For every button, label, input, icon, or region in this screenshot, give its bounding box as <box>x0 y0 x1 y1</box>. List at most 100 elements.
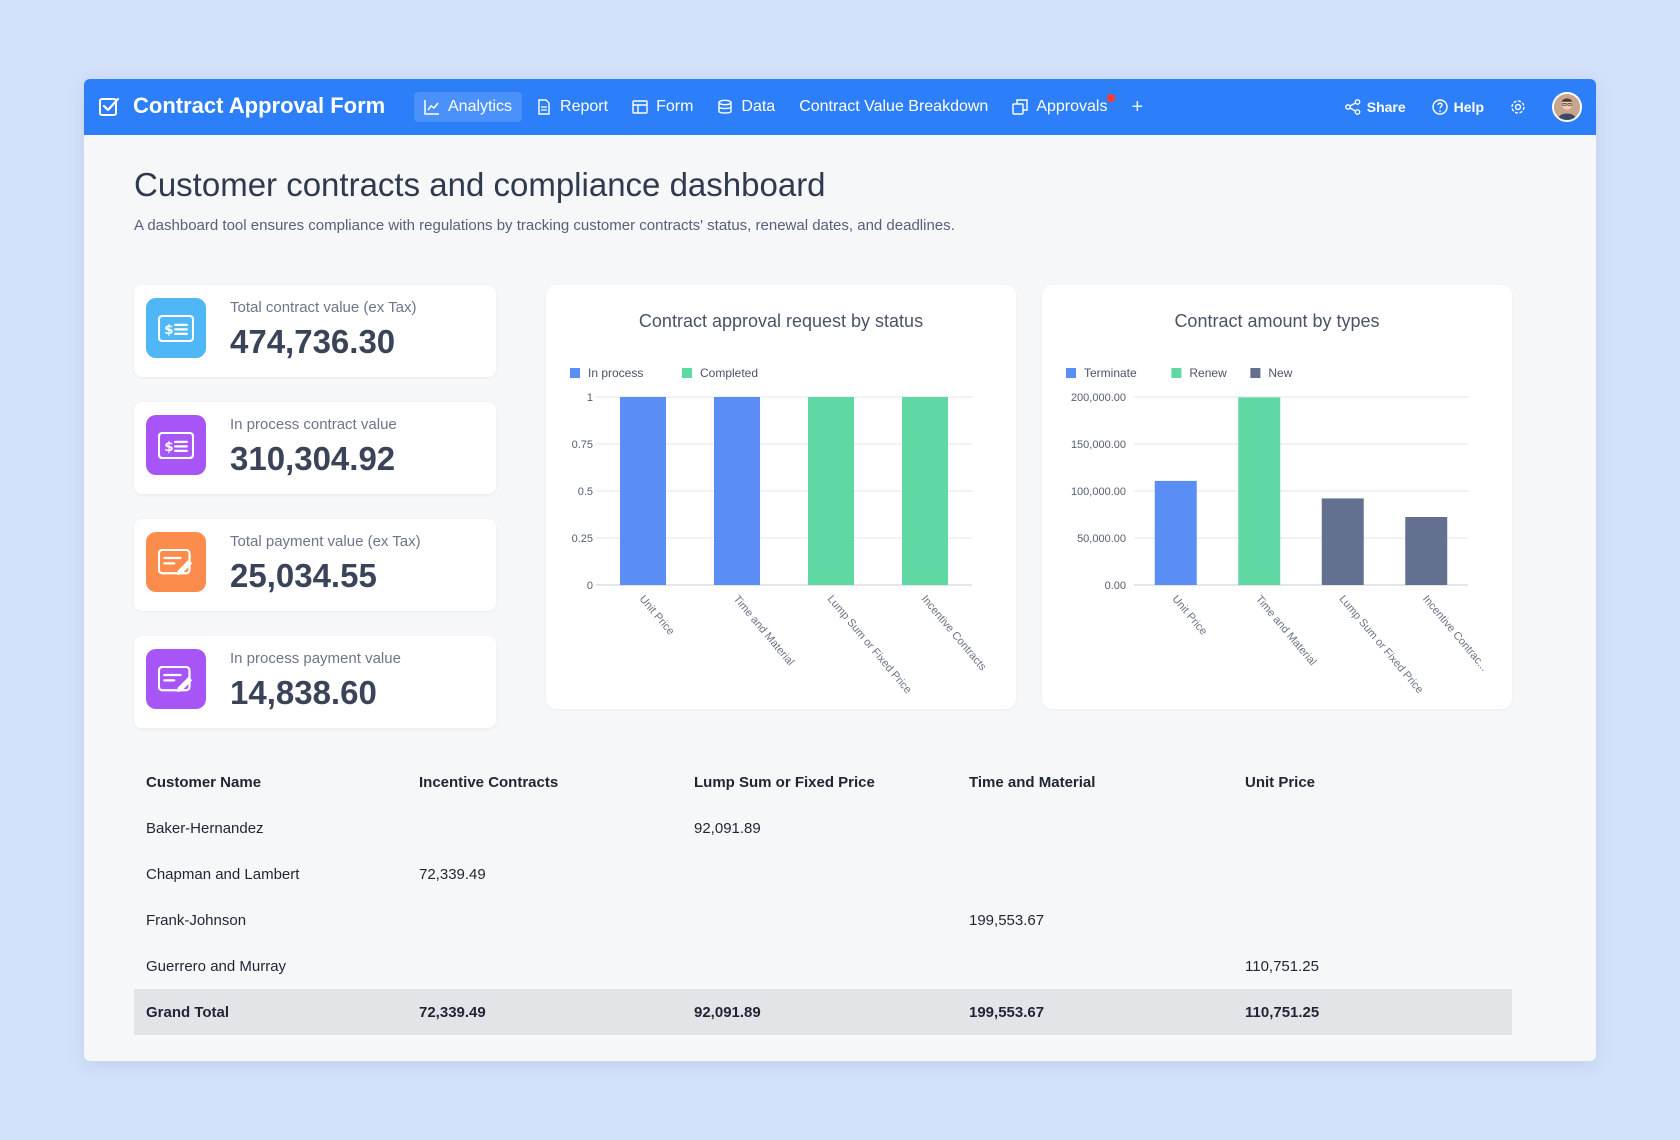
tab-form[interactable]: Form <box>622 92 703 122</box>
column-header[interactable]: Time and Material <box>969 773 1096 791</box>
table-cell: 92,091.89 <box>694 819 761 837</box>
tab-label: Data <box>741 98 776 115</box>
top-navigation-bar: Contract Approval Form Analytics Report … <box>84 79 1596 135</box>
kpi-value: 310,304.92 <box>230 440 396 477</box>
status-bar-chart: In process Completed 0 0.25 0.5 0.75 1 Unit Pri… <box>570 366 989 696</box>
table-cell <box>407 943 682 989</box>
gear-icon <box>1511 100 1525 114</box>
table-cell <box>682 897 957 943</box>
bar[interactable] <box>1405 517 1448 585</box>
bar[interactable] <box>1321 498 1364 585</box>
tab-label: Approvals <box>1036 98 1108 115</box>
legend-label[interactable]: In process <box>588 366 643 380</box>
table-cell: 110,751.25 <box>1233 989 1512 1035</box>
column-header[interactable]: Unit Price <box>1245 773 1316 791</box>
chart-title: Contract approval request by status <box>638 311 924 331</box>
edit-card-icon <box>146 532 206 592</box>
column-header[interactable]: Lump Sum or Fixed Price <box>694 773 875 791</box>
help-circle-icon <box>1431 99 1448 115</box>
column-header[interactable]: Customer Name <box>146 773 262 791</box>
bar[interactable] <box>714 397 760 585</box>
svg-text:$: $ <box>164 438 173 454</box>
database-icon <box>718 99 733 114</box>
table-cell <box>957 943 1233 989</box>
bar[interactable] <box>808 397 854 585</box>
table-cell <box>682 851 957 897</box>
tab-label: Form <box>656 98 694 115</box>
tab-contract-value-breakdown[interactable]: Contract Value Breakdown <box>789 92 998 122</box>
table-cell: Baker-Hernandez <box>146 819 264 837</box>
tab-label: Contract Value Breakdown <box>799 98 989 115</box>
legend-swatch <box>1066 368 1076 378</box>
y-tick-label: 0.75 <box>572 439 593 451</box>
bar[interactable] <box>902 397 948 585</box>
page-title: Customer contracts and compliance dashbo… <box>134 166 826 203</box>
kpi-label: In process contract value <box>230 416 397 433</box>
table-cell: Grand Total <box>134 989 407 1035</box>
bar[interactable] <box>620 397 666 585</box>
x-tick-label: Time and Material <box>731 593 797 668</box>
help-label: Help <box>1453 99 1484 115</box>
table-cell: 199,553.67 <box>957 989 1233 1035</box>
legend-label[interactable]: Terminate <box>1084 366 1137 380</box>
x-tick-label: Unit Price <box>1169 593 1209 637</box>
table-row[interactable]: Baker-Hernandez 92,091.89 <box>134 805 1512 851</box>
table-cell <box>1233 851 1512 897</box>
kpi-label: Total payment value (ex Tax) <box>230 533 421 550</box>
add-tab-plus-icon[interactable]: + <box>1131 95 1144 118</box>
user-avatar[interactable] <box>1552 92 1582 122</box>
chart-title: Contract amount by types <box>1174 311 1380 331</box>
kpi-card-total-contract-value[interactable]: $ Total contract value (ex Tax) 474,736.… <box>134 285 496 377</box>
kpi-card-in-process-payment-value[interactable]: In process payment value 14,838.60 <box>134 636 496 728</box>
y-tick-label: 0 <box>587 580 593 592</box>
kpi-label: Total contract value (ex Tax) <box>230 299 417 316</box>
table-cell <box>957 805 1233 851</box>
table-row[interactable]: Guerrero and Murray 110,751.25 <box>134 943 1512 989</box>
bar[interactable] <box>1238 397 1281 585</box>
table-cell: 199,553.67 <box>969 911 1045 929</box>
tab-analytics[interactable]: Analytics <box>414 92 523 122</box>
settings-button[interactable] <box>1510 99 1526 115</box>
legend-swatch <box>682 368 692 378</box>
notification-dot <box>1107 94 1116 102</box>
tab-label: Report <box>560 98 609 115</box>
table-header-row: Customer Name Incentive Contracts Lump S… <box>134 759 1512 805</box>
x-tick-label: Time and Material <box>1253 593 1319 668</box>
help-button[interactable]: Help <box>1431 99 1484 115</box>
tab-approvals[interactable]: Approvals <box>1002 92 1117 122</box>
table-grid-icon <box>632 100 648 114</box>
table-cell <box>407 897 682 943</box>
edit-card-icon <box>146 649 206 709</box>
tab-data[interactable]: Data <box>707 92 785 122</box>
x-tick-label: Lump Sum or Fixed Price <box>825 593 914 696</box>
customer-pivot-table: Customer Name Incentive Contracts Lump S… <box>134 759 1512 1035</box>
share-button[interactable]: Share <box>1344 99 1406 115</box>
x-tick-label: Lump Sum or Fixed Price <box>1336 593 1425 696</box>
kpi-label: In process payment value <box>230 650 401 667</box>
legend-label[interactable]: Completed <box>700 366 758 380</box>
table-cell: 72,339.49 <box>419 865 486 883</box>
document-icon <box>538 99 550 115</box>
svg-text:$: $ <box>164 321 173 337</box>
app-title[interactable]: Contract Approval Form <box>133 93 386 118</box>
types-bar-chart: Terminate Renew New 0.00 50,000.00 100,000.00… <box>1066 366 1490 696</box>
avatar-person-icon <box>1554 94 1580 120</box>
kpi-card-total-payment-value[interactable]: Total payment value (ex Tax) 25,034.55 <box>134 519 496 611</box>
checkbox-logo-icon[interactable] <box>98 96 120 118</box>
chart-card-status: Contract approval request by status In p… <box>546 285 1016 709</box>
table-row[interactable]: Frank-Johnson 199,553.67 <box>134 897 1512 943</box>
table-cell <box>1233 897 1512 943</box>
column-header[interactable]: Incentive Contracts <box>419 773 559 791</box>
legend-swatch <box>1250 368 1261 378</box>
tab-label: Analytics <box>448 98 513 115</box>
legend-label[interactable]: Renew <box>1189 366 1227 380</box>
x-tick-label: Incentive Contrac... <box>1420 593 1490 673</box>
legend-label[interactable]: New <box>1268 366 1292 380</box>
copy-icon <box>1012 99 1029 115</box>
table-row[interactable]: Chapman and Lambert 72,339.49 <box>134 851 1512 897</box>
y-tick-label: 100,000.00 <box>1071 486 1126 498</box>
tab-report[interactable]: Report <box>526 92 618 122</box>
bar[interactable] <box>1154 480 1197 585</box>
kpi-card-in-process-contract-value[interactable]: $ In process contract value 310,304.92 <box>134 402 496 494</box>
kpi-value: 474,736.30 <box>230 323 396 360</box>
